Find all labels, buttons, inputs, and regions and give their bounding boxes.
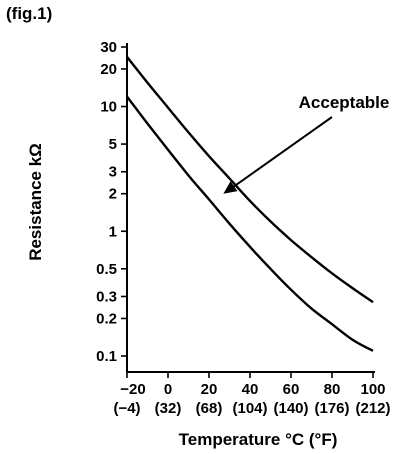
x-tick-label-fahrenheit: (212) xyxy=(355,400,390,417)
y-tick-label: 10 xyxy=(100,99,117,116)
annotation-label: Acceptable xyxy=(299,93,390,112)
y-tick-label: 30 xyxy=(100,39,117,56)
x-tick-label: 80 xyxy=(324,381,341,398)
y-tick-label: 1 xyxy=(109,223,117,240)
x-tick-label-fahrenheit: (32) xyxy=(155,400,182,417)
x-tick-label-fahrenheit: (−4) xyxy=(113,400,140,417)
series-lines xyxy=(126,56,374,352)
x-tick-label: 40 xyxy=(242,381,259,398)
figure-label: (fig.1) xyxy=(6,4,53,23)
annotation-arrow-head xyxy=(223,181,238,194)
y-tick-label: 0.3 xyxy=(96,288,117,305)
lower-limit-curve xyxy=(126,95,374,352)
x-tick-label: −20 xyxy=(120,381,145,398)
y-tick-label: 0.2 xyxy=(96,310,117,327)
x-axis-label: Temperature °C (°F) xyxy=(179,430,338,449)
upper-limit-curve xyxy=(126,56,374,304)
y-tick-label: 5 xyxy=(109,136,117,153)
x-tick-label: 60 xyxy=(283,381,300,398)
x-tick-label: 100 xyxy=(360,381,385,398)
x-tick-label-fahrenheit: (68) xyxy=(196,400,223,417)
y-tick-label: 3 xyxy=(109,164,117,181)
x-tick-label-fahrenheit: (176) xyxy=(314,400,349,417)
x-tick-label: 20 xyxy=(201,381,218,398)
y-axis-label: Resistance kΩ xyxy=(26,143,45,261)
y-tick-label: 0.5 xyxy=(96,261,117,278)
x-tick-label: 0 xyxy=(164,381,172,398)
y-tick-label: 0.1 xyxy=(96,348,117,365)
y-tick-label: 20 xyxy=(100,61,117,78)
annotations: Acceptable xyxy=(223,93,389,194)
x-tick-label-fahrenheit: (140) xyxy=(273,400,308,417)
y-tick-label: 2 xyxy=(109,186,117,203)
tick-marks: 30 20 10 5 3 2 1 0.5 0.3 0.2 0.1−20 (−4) 0 (32) 20 (68)… xyxy=(96,39,390,417)
x-tick-label-fahrenheit: (104) xyxy=(232,400,267,417)
annotation-arrow-line xyxy=(228,116,333,191)
